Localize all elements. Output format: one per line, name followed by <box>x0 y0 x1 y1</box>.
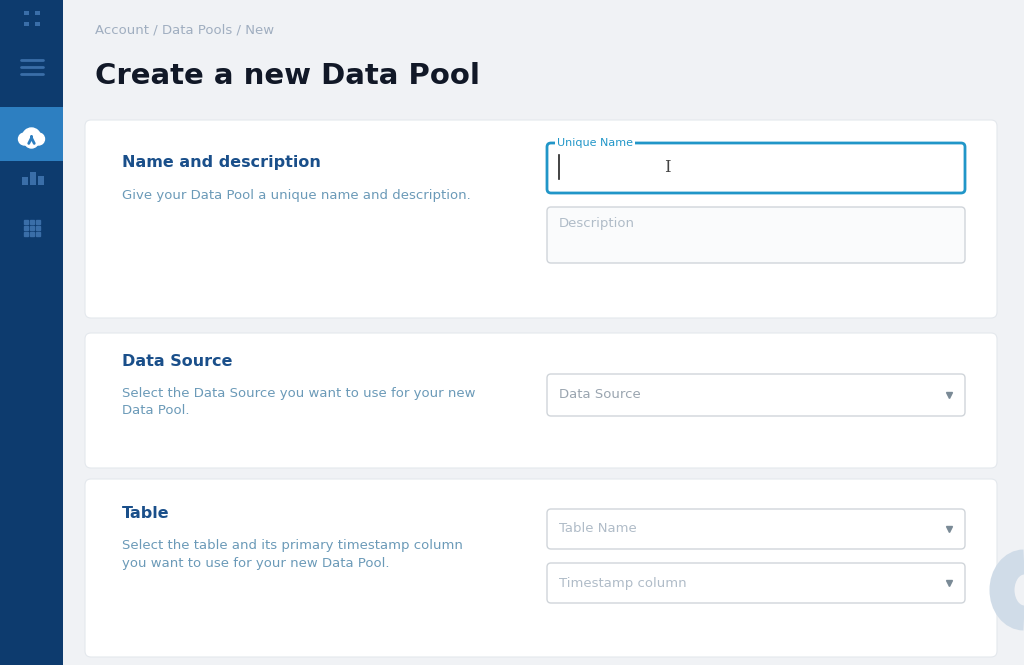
FancyBboxPatch shape <box>38 176 43 185</box>
FancyBboxPatch shape <box>547 563 965 603</box>
FancyBboxPatch shape <box>85 479 997 657</box>
Circle shape <box>23 128 41 146</box>
FancyBboxPatch shape <box>547 509 965 549</box>
Text: Account / Data Pools / New: Account / Data Pools / New <box>95 23 274 37</box>
Text: you want to use for your new Data Pool.: you want to use for your new Data Pool. <box>122 557 389 569</box>
FancyBboxPatch shape <box>35 11 40 15</box>
Text: Select the table and its primary timestamp column: Select the table and its primary timesta… <box>122 539 463 551</box>
Text: Name and description: Name and description <box>122 156 321 170</box>
Text: Select the Data Source you want to use for your new: Select the Data Source you want to use f… <box>122 386 475 400</box>
Text: Description: Description <box>559 217 635 229</box>
FancyBboxPatch shape <box>85 120 997 318</box>
FancyBboxPatch shape <box>547 207 965 263</box>
FancyBboxPatch shape <box>85 333 997 468</box>
FancyBboxPatch shape <box>547 374 965 416</box>
FancyBboxPatch shape <box>0 0 63 665</box>
FancyBboxPatch shape <box>30 172 36 185</box>
Circle shape <box>18 133 31 145</box>
Circle shape <box>33 133 44 145</box>
FancyBboxPatch shape <box>63 0 1024 665</box>
FancyBboxPatch shape <box>24 21 29 26</box>
FancyBboxPatch shape <box>24 11 29 15</box>
Text: Table: Table <box>122 505 170 521</box>
Text: Create a new Data Pool: Create a new Data Pool <box>95 62 480 90</box>
Text: Timestamp column: Timestamp column <box>559 577 687 589</box>
Text: Table Name: Table Name <box>559 523 637 535</box>
FancyBboxPatch shape <box>22 177 28 185</box>
Text: Give your Data Pool a unique name and description.: Give your Data Pool a unique name and de… <box>122 190 471 203</box>
Text: Data Pool.: Data Pool. <box>122 404 189 418</box>
FancyBboxPatch shape <box>0 107 63 161</box>
Text: Data Source: Data Source <box>122 354 232 370</box>
FancyBboxPatch shape <box>35 21 40 26</box>
FancyBboxPatch shape <box>547 143 965 193</box>
Text: I: I <box>664 160 671 176</box>
Circle shape <box>25 134 39 148</box>
Text: Data Source: Data Source <box>559 388 641 402</box>
Text: Unique Name: Unique Name <box>557 138 633 148</box>
